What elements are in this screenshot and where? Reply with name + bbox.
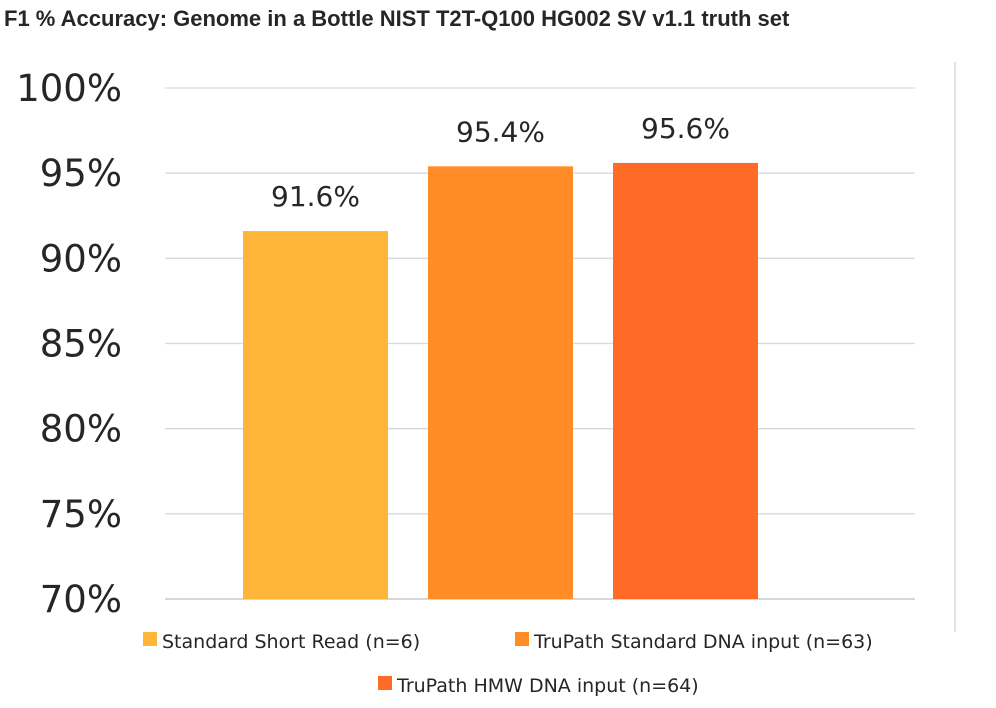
legend-swatch bbox=[143, 632, 157, 646]
bars bbox=[243, 162, 758, 600]
y-tick-label: 90% bbox=[40, 237, 122, 280]
data-label: 91.6% bbox=[271, 180, 360, 213]
legend: Standard Short Read (n=6) TruPath Standar… bbox=[143, 631, 873, 697]
bar bbox=[613, 162, 758, 600]
y-axis-ticks: 100% 95% 90% 85% 80% 75% 70% bbox=[16, 67, 122, 621]
data-label: 95.6% bbox=[641, 112, 730, 145]
bar bbox=[428, 166, 573, 599]
y-tick-label: 70% bbox=[40, 578, 122, 621]
legend-label: Standard Short Read (n=6) bbox=[162, 631, 420, 653]
bar bbox=[243, 231, 388, 599]
data-labels: 91.6% 95.4% 95.6% bbox=[271, 112, 730, 213]
legend-label: TruPath Standard DNA input (n=63) bbox=[533, 631, 873, 653]
legend-swatch bbox=[515, 632, 529, 646]
legend-label: TruPath HMW DNA input (n=64) bbox=[396, 675, 699, 697]
y-tick-label: 85% bbox=[40, 323, 122, 366]
y-tick-label: 95% bbox=[40, 152, 122, 195]
chart-title: F1 % Accuracy: Genome in a Bottle NIST T… bbox=[4, 6, 790, 31]
y-tick-label: 80% bbox=[40, 408, 122, 451]
data-label: 95.4% bbox=[456, 115, 545, 148]
y-tick-label: 100% bbox=[16, 67, 122, 110]
legend-swatch bbox=[378, 676, 392, 690]
y-tick-label: 75% bbox=[40, 493, 122, 536]
